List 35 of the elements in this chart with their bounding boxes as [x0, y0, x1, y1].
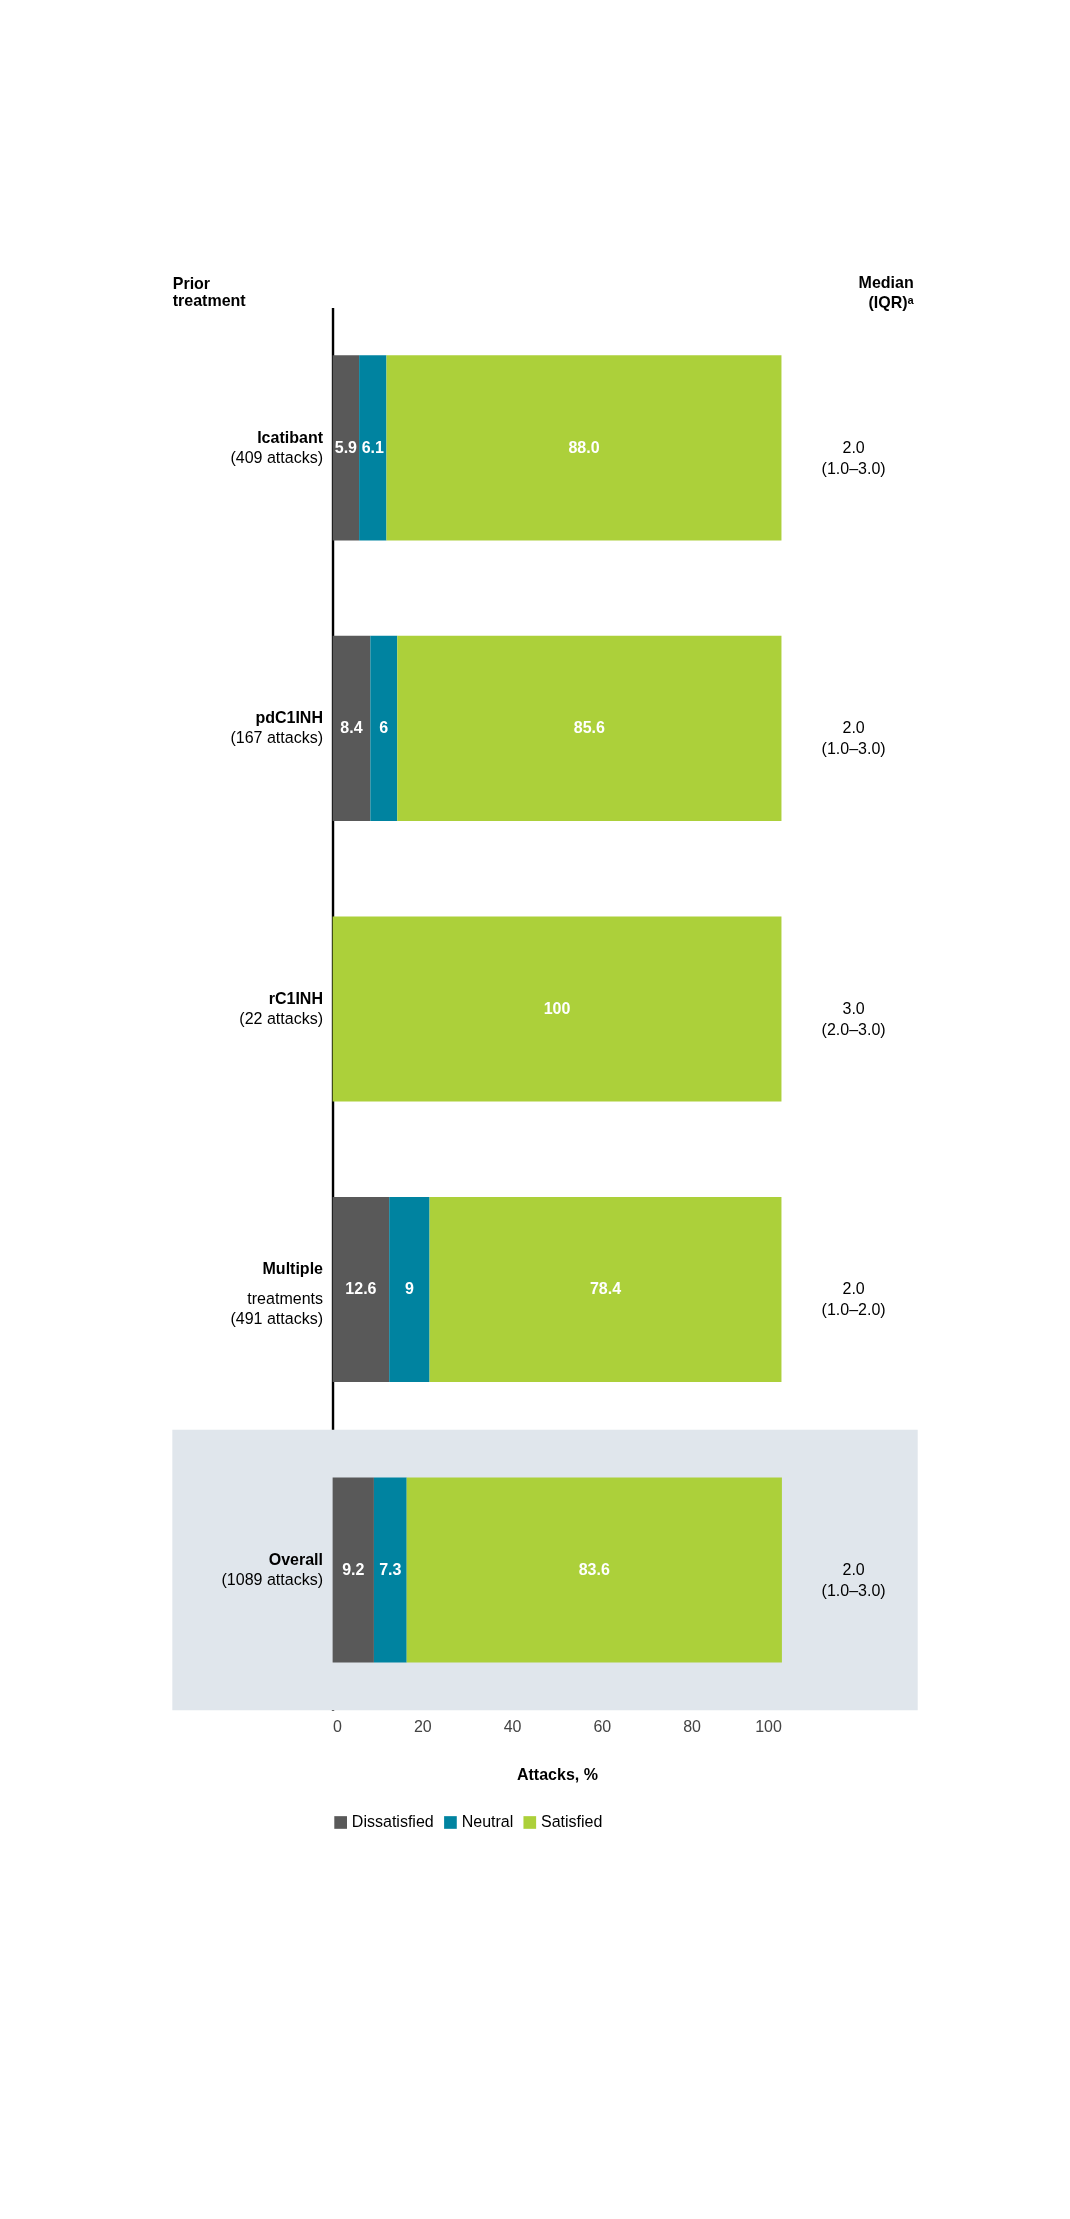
legend-label: Dissatisfied — [351, 1812, 434, 1831]
data-label: 78.4 — [589, 1279, 622, 1298]
legend-label: Neutral — [461, 1812, 514, 1831]
y-tick-label: Overall (1089 attacks) — [221, 1549, 323, 1588]
data-label: 88.0 — [568, 437, 600, 456]
x-tick-label: 60 — [593, 1716, 612, 1735]
x-tick-label: 80 — [683, 1716, 702, 1735]
y-axis-title: Prior treatment — [172, 273, 247, 310]
x-tick-label: 40 — [503, 1716, 522, 1735]
text: 2.0 (1.0–2.0) — [821, 1279, 886, 1319]
data-label: 83.6 — [578, 1559, 610, 1578]
data-label: 9 — [404, 1279, 414, 1298]
y-tick-label: rC1INH (22 attacks) — [239, 988, 323, 1027]
x-tick-label: 0 — [333, 1716, 343, 1735]
y-tick-label: Icatibant (409 attacks) — [230, 427, 324, 466]
data-label: 100 — [543, 998, 571, 1017]
y-tick-label: pdC1INH (167 attacks) — [230, 708, 323, 747]
y-tick-label: Multiple treatments (491 attacks) — [230, 1259, 324, 1328]
x-tick-label: 20 — [413, 1716, 432, 1735]
data-label: 6.1 — [361, 437, 385, 456]
legend-label: Satisfied — [541, 1812, 603, 1831]
data-label: 9.2 — [342, 1559, 365, 1578]
text: Median (IQR)ᵃ — [858, 273, 914, 311]
data-label: 5.9 — [334, 437, 358, 456]
text: 2.0 (1.0–3.0) — [821, 718, 886, 758]
text: 3.0 (2.0–3.0) — [821, 998, 886, 1038]
data-label: 6 — [379, 718, 389, 737]
data-label: 8.4 — [340, 718, 363, 737]
text: 2.0 (1.0–3.0) — [821, 437, 886, 477]
data-label: 85.6 — [573, 718, 606, 737]
text: 2.0 (1.0–3.0) — [821, 1559, 886, 1599]
x-tick-label: 100 — [755, 1716, 782, 1735]
data-label: 7.3 — [379, 1559, 402, 1578]
data-label: 12.6 — [345, 1279, 377, 1298]
x-axis-title: Attacks, % — [516, 1764, 598, 1783]
